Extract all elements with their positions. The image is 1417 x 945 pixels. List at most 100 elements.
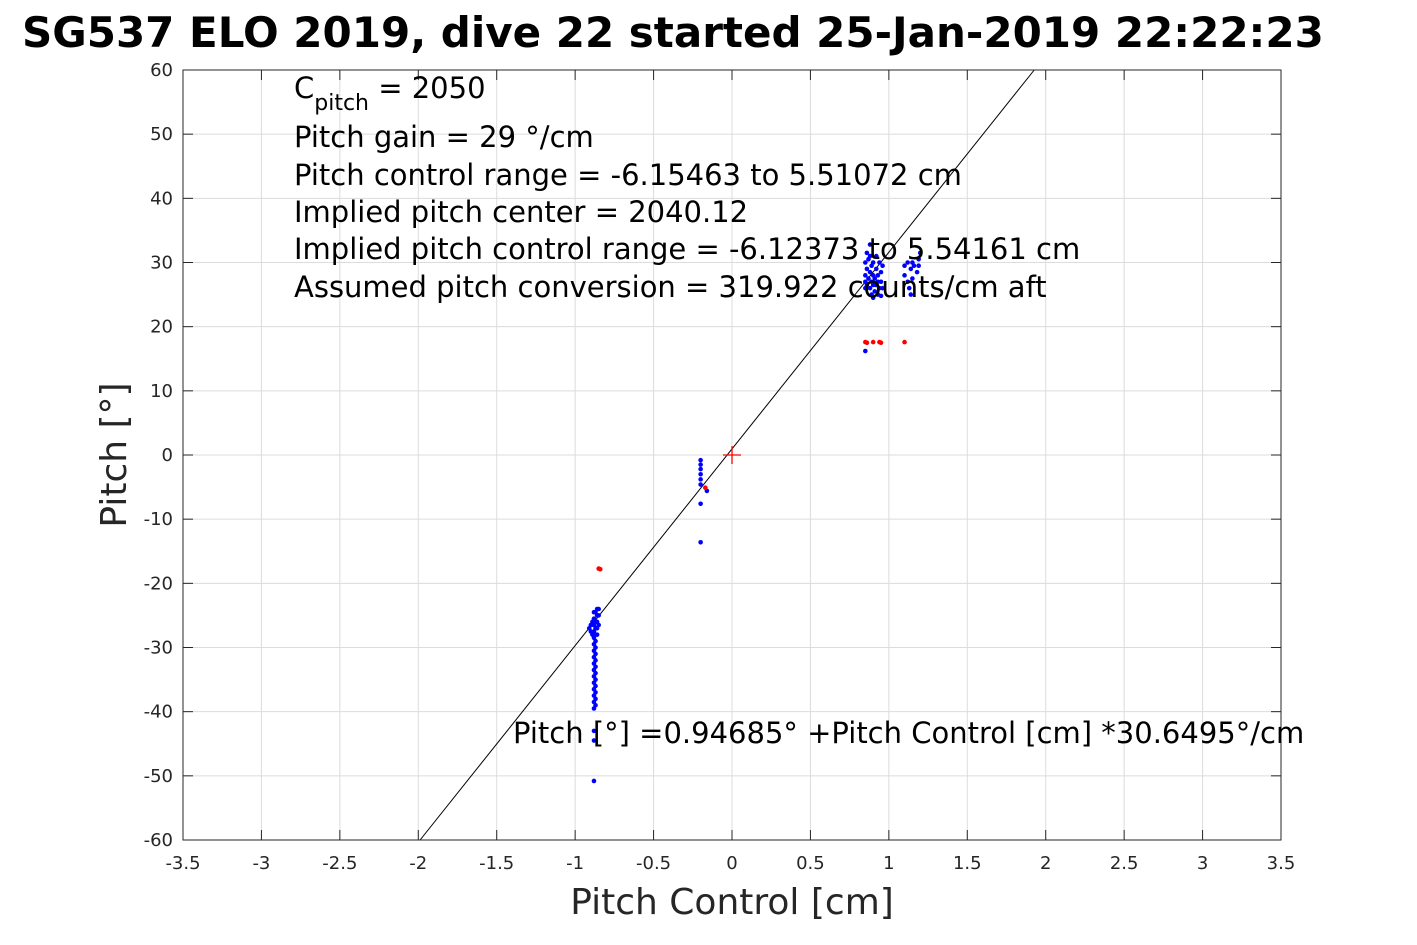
data-point (874, 253, 879, 259)
y-tick-label: -10 (144, 509, 173, 530)
data-point (863, 348, 868, 354)
series-good-points (586, 242, 923, 784)
data-point (593, 664, 598, 670)
annotation-cpitch: Cpitch = 2050 (294, 71, 486, 116)
data-point (596, 622, 601, 628)
data-point (593, 677, 598, 682)
annotation-implied-pitch-center: Implied pitch center = 2040.12 (294, 195, 748, 229)
data-point (902, 263, 907, 269)
data-point (698, 477, 703, 482)
x-tick-label: 3.5 (1267, 853, 1296, 874)
x-tick-label: 1 (883, 853, 894, 874)
x-tick-label: 2.5 (1110, 853, 1139, 874)
annotation-implied-control-range: Implied pitch control range = -6.12373 t… (294, 232, 1080, 266)
data-point (902, 339, 907, 345)
data-point (593, 658, 598, 663)
data-point (872, 276, 878, 281)
data-point (593, 683, 598, 689)
data-point (596, 606, 601, 612)
data-point (867, 253, 873, 259)
x-tick-label: -0.5 (636, 853, 671, 874)
data-point (905, 260, 910, 265)
data-point (698, 457, 703, 463)
data-point (698, 482, 703, 487)
data-point (703, 485, 708, 491)
data-point (698, 539, 703, 545)
cpitch-value: = 2050 (369, 71, 486, 105)
data-point (878, 279, 884, 285)
data-point (877, 260, 882, 265)
y-tick-label: -30 (144, 638, 173, 659)
x-tick-label: 1.5 (953, 853, 982, 874)
x-tick-label: -2.5 (322, 853, 357, 874)
data-point (870, 260, 876, 265)
y-tick-label: 10 (150, 381, 173, 402)
data-point (911, 263, 917, 269)
data-point (591, 728, 597, 734)
data-point (878, 293, 884, 299)
data-point (864, 282, 870, 288)
data-point (593, 696, 598, 702)
data-point (591, 738, 597, 743)
data-point (593, 690, 598, 695)
x-tick-label: 2 (1040, 853, 1051, 874)
data-point (698, 462, 703, 467)
annotation-pitch-gain: Pitch gain = 29 °/cm (294, 120, 594, 154)
data-point (875, 273, 881, 278)
annotation-pitch-conversion: Assumed pitch conversion = 319.922 count… (294, 270, 1047, 304)
axis-ticks: -3.5 -3 -2.5 -2 -1.5 -1 -0.5 0 0.5 1 1.5 2 2.5 3 3.5 60… (144, 60, 1296, 874)
y-tick-label: 40 (150, 188, 173, 209)
data-point (596, 613, 601, 618)
data-point (910, 276, 915, 281)
data-point (906, 285, 912, 291)
y-tick-label: -20 (144, 573, 173, 594)
data-point (874, 266, 879, 272)
data-point (594, 632, 600, 637)
y-tick-label: 0 (162, 445, 173, 466)
y-tick-label: 30 (150, 253, 173, 274)
data-point (880, 263, 885, 269)
series-rejected-points (596, 339, 907, 572)
data-point (864, 266, 870, 272)
data-point (866, 276, 871, 281)
cpitch-symbol: C (294, 71, 314, 105)
chart-title: SG537 ELO 2019, dive 22 started 25-Jan-2… (22, 8, 1324, 57)
data-point (870, 295, 876, 301)
data-point (863, 260, 868, 265)
data-points (586, 242, 923, 784)
data-point (878, 340, 884, 346)
annotation-fit-equation: Pitch [°] =0.94685° +Pitch Control [cm] … (513, 716, 1304, 750)
y-tick-label: -60 (144, 830, 173, 851)
y-tick-label: 50 (150, 124, 173, 145)
x-tick-label: -3.5 (165, 853, 200, 874)
center-plus-marker (723, 446, 741, 464)
center-marker-layer (723, 446, 741, 464)
y-tick-label: 20 (150, 317, 173, 338)
data-point (593, 702, 598, 708)
cpitch-subscript: pitch (314, 91, 369, 116)
x-tick-label: 0 (726, 853, 737, 874)
data-point (870, 339, 876, 345)
data-point (593, 645, 598, 650)
data-point (867, 285, 873, 291)
data-point (872, 289, 878, 294)
x-tick-label: -1 (566, 853, 584, 874)
x-tick-label: 0.5 (796, 853, 825, 874)
data-point (864, 250, 870, 256)
data-point (867, 269, 873, 275)
data-point (593, 651, 598, 657)
y-tick-label: -40 (144, 702, 173, 723)
data-point (908, 266, 914, 272)
y-tick-label: 60 (150, 60, 173, 81)
x-tick-label: -2 (409, 853, 427, 874)
data-point (916, 256, 921, 262)
data-point (698, 471, 703, 477)
data-point (905, 279, 910, 285)
x-tick-label: -3 (252, 853, 270, 874)
data-point (593, 670, 598, 676)
data-point (863, 273, 868, 278)
data-point (593, 638, 598, 644)
annotation-block: Cpitch = 2050 Pitch gain = 29 °/cm Pitch… (294, 71, 1304, 750)
grid (182, 69, 1282, 841)
